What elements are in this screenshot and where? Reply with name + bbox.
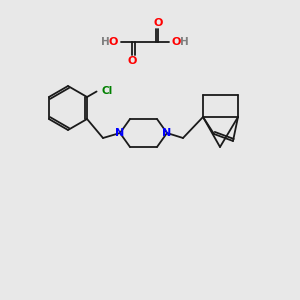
Text: N: N bbox=[116, 128, 124, 138]
Text: O: O bbox=[127, 56, 137, 66]
Text: H: H bbox=[101, 37, 110, 47]
Text: O: O bbox=[172, 37, 182, 47]
Text: H: H bbox=[180, 37, 189, 47]
Text: N: N bbox=[162, 128, 172, 138]
Text: O: O bbox=[153, 18, 163, 28]
Text: Cl: Cl bbox=[102, 86, 113, 97]
Text: O: O bbox=[109, 37, 118, 47]
